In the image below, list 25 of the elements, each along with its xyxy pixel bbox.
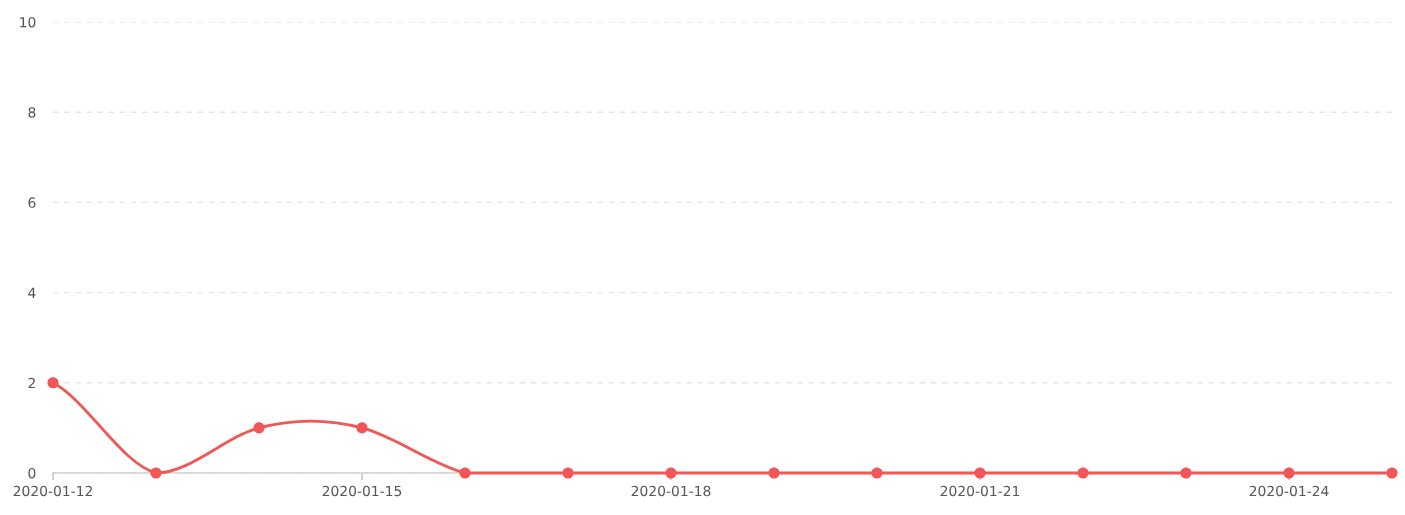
y-tick-label: 4 [28,287,36,298]
x-tick-label: 2020-01-18 [631,485,711,497]
point [871,467,883,479]
point [1386,467,1398,479]
x-tick-label: 2020-01-24 [1249,485,1329,497]
point [253,422,265,434]
point [356,422,368,434]
y-tick-label: 8 [28,107,36,118]
y-tick-label: 10 [20,16,36,28]
x-tick-label: 2020-01-21 [940,485,1020,497]
point [459,467,471,479]
point [1180,467,1192,479]
point [665,467,677,479]
point [768,467,780,479]
point [150,467,162,479]
x-tick-label: 2020-01-15 [322,485,402,497]
point [1283,467,1295,479]
y-tick-label: 0 [28,467,36,479]
y-tick-label: 2 [28,377,35,389]
point [47,377,59,389]
point [562,467,574,479]
point [974,467,986,479]
point [1077,467,1089,479]
y-tick-label: 6 [28,197,36,208]
x-tick-label: 2020-01-12 [13,485,92,497]
